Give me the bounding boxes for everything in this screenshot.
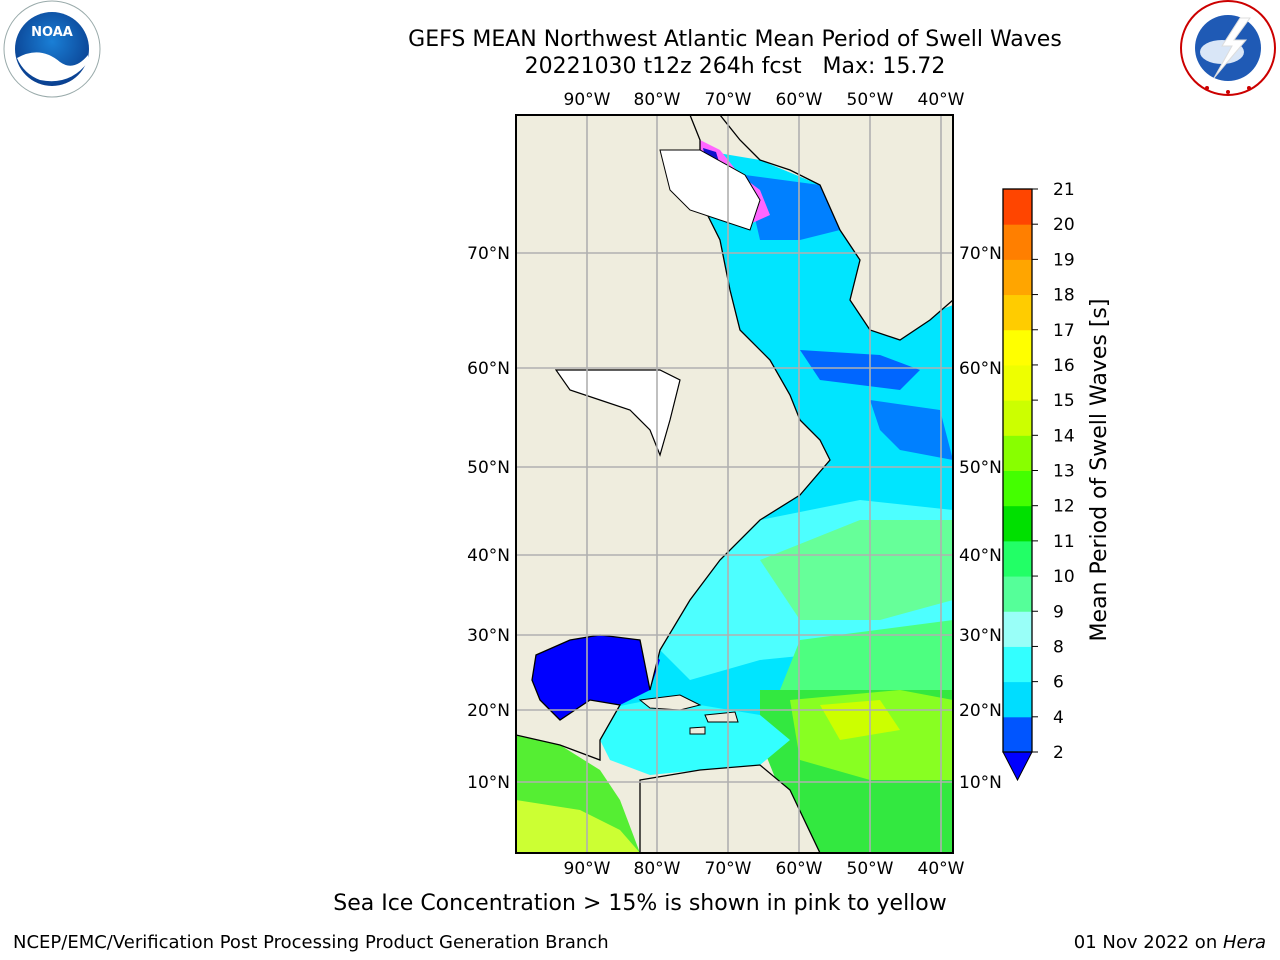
lat-label-left: 50°N: [467, 458, 510, 478]
masked-arctic: [659, 149, 761, 231]
map-area: [516, 115, 953, 853]
lat-label-left: 70°N: [467, 244, 510, 264]
footer-host: Hera: [1222, 932, 1266, 953]
colorbar-tick-label: 21: [1053, 180, 1075, 200]
colorbar-segment: [1003, 611, 1032, 647]
graticule: [516, 115, 953, 853]
caribbean-islands: [638, 694, 739, 735]
colorbar-tick-label: 9: [1053, 602, 1064, 622]
lat-label-right: 40°N: [959, 546, 1002, 566]
lon-label-bottom: 70°W: [705, 859, 752, 879]
lon-label-bottom: 60°W: [776, 859, 823, 879]
longitude-labels-bottom: 90°W 80°W 70°W 60°W 50°W 40°W: [564, 859, 965, 879]
colorbar-tick-label: 19: [1053, 250, 1075, 270]
lat-label-right: 30°N: [959, 626, 1002, 646]
lon-label-top: 80°W: [634, 90, 681, 110]
latitude-labels-right: 70°N 60°N 50°N 40°N 30°N 20°N 10°N: [959, 244, 1002, 793]
colorbar-segment: [1003, 364, 1032, 401]
lon-label-bottom: 80°W: [634, 859, 681, 879]
longitude-labels-top: 90°W 80°W 70°W 60°W 50°W 40°W: [564, 90, 965, 110]
chart-title: GEFS MEAN Northwest Atlantic Mean Period…: [408, 27, 1062, 52]
colorbar-tick-label: 4: [1053, 708, 1064, 728]
lon-label-top: 40°W: [918, 90, 965, 110]
colorbar-tick-label: 8: [1053, 637, 1064, 657]
latitude-labels-left: 70°N 60°N 50°N 40°N 30°N 20°N 10°N: [467, 244, 510, 793]
colorbar-segment: [1003, 716, 1032, 753]
lon-label-bottom: 50°W: [847, 859, 894, 879]
colorbar-segment: [1003, 259, 1032, 296]
lat-label-right: 10°N: [959, 773, 1002, 793]
colorbar-tick-label: 10: [1053, 567, 1075, 587]
lon-label-bottom: 40°W: [918, 859, 965, 879]
footer-credit: NCEP/EMC/Verification Post Processing Pr…: [13, 932, 609, 953]
lat-label-right: 20°N: [959, 701, 1002, 721]
colorbar-segment: [1003, 189, 1032, 225]
lat-label-right: 50°N: [959, 458, 1002, 478]
colorbar-segment: [1003, 224, 1032, 260]
lon-label-bottom: 90°W: [564, 859, 611, 879]
colorbar-segment: [1003, 540, 1032, 577]
lat-label-left: 20°N: [467, 701, 510, 721]
lon-label-top: 90°W: [564, 90, 611, 110]
colorbar-segment: [1003, 505, 1032, 542]
colorbar-tick-label: 14: [1053, 426, 1075, 446]
footer-date: 01 Nov 2022 on Hera: [1074, 932, 1266, 953]
colorbar-segment: [1003, 294, 1032, 331]
footer-date-text: 01 Nov 2022 on: [1073, 932, 1223, 953]
colorbar-tick-label: 20: [1053, 215, 1075, 235]
colorbar-tick-label: 15: [1053, 391, 1075, 411]
colorbar-tick-label: 6: [1053, 673, 1064, 693]
caption: Sea Ice Concentration > 15% is shown in …: [333, 891, 947, 916]
noaa-logo-text: NOAA: [31, 25, 73, 40]
colorbar-tick-label: 11: [1053, 532, 1075, 552]
lat-label-right: 70°N: [959, 244, 1002, 264]
colorbar-extend-arrow: [1002, 751, 1033, 782]
noaa-logo: NOAA: [3, 0, 101, 98]
colorbar-segment: [1003, 681, 1032, 718]
colorbar-segment: [1003, 576, 1032, 612]
colorbar-segment: [1003, 329, 1032, 366]
nws-logo: [1180, 0, 1276, 96]
colorbar-tick-label: 13: [1053, 462, 1075, 482]
map-frame: [515, 114, 954, 854]
colorbar-tick-label: 12: [1053, 497, 1075, 517]
lat-label-right: 60°N: [959, 359, 1002, 379]
chart-subtitle: 20221030 t12z 264h fcst Max: 15.72: [524, 54, 946, 79]
colorbar-tick-label: 16: [1053, 356, 1075, 376]
lon-label-top: 60°W: [776, 90, 823, 110]
colorbar-tick-label: 18: [1053, 286, 1075, 306]
lon-label-top: 70°W: [705, 90, 752, 110]
lat-label-left: 60°N: [467, 359, 510, 379]
colorbar-segment: [1003, 435, 1032, 471]
colorbar: 2 4 6 8 9 10 11 12 13 14 15 16 17 18 19 20 21: [1002, 180, 1075, 782]
colorbar-tick-label: 17: [1053, 321, 1075, 341]
colorbar-tick-label: 2: [1053, 743, 1064, 763]
colorbar-segment: [1003, 400, 1032, 436]
lat-label-left: 30°N: [467, 626, 510, 646]
colorbar-label: Mean Period of Swell Waves [s]: [1087, 299, 1112, 642]
lat-label-left: 40°N: [467, 546, 510, 566]
land-masses: [516, 115, 953, 853]
lon-label-top: 50°W: [847, 90, 894, 110]
colorbar-segment: [1003, 646, 1032, 683]
lat-label-left: 10°N: [467, 773, 510, 793]
colorbar-segment: [1003, 470, 1032, 507]
